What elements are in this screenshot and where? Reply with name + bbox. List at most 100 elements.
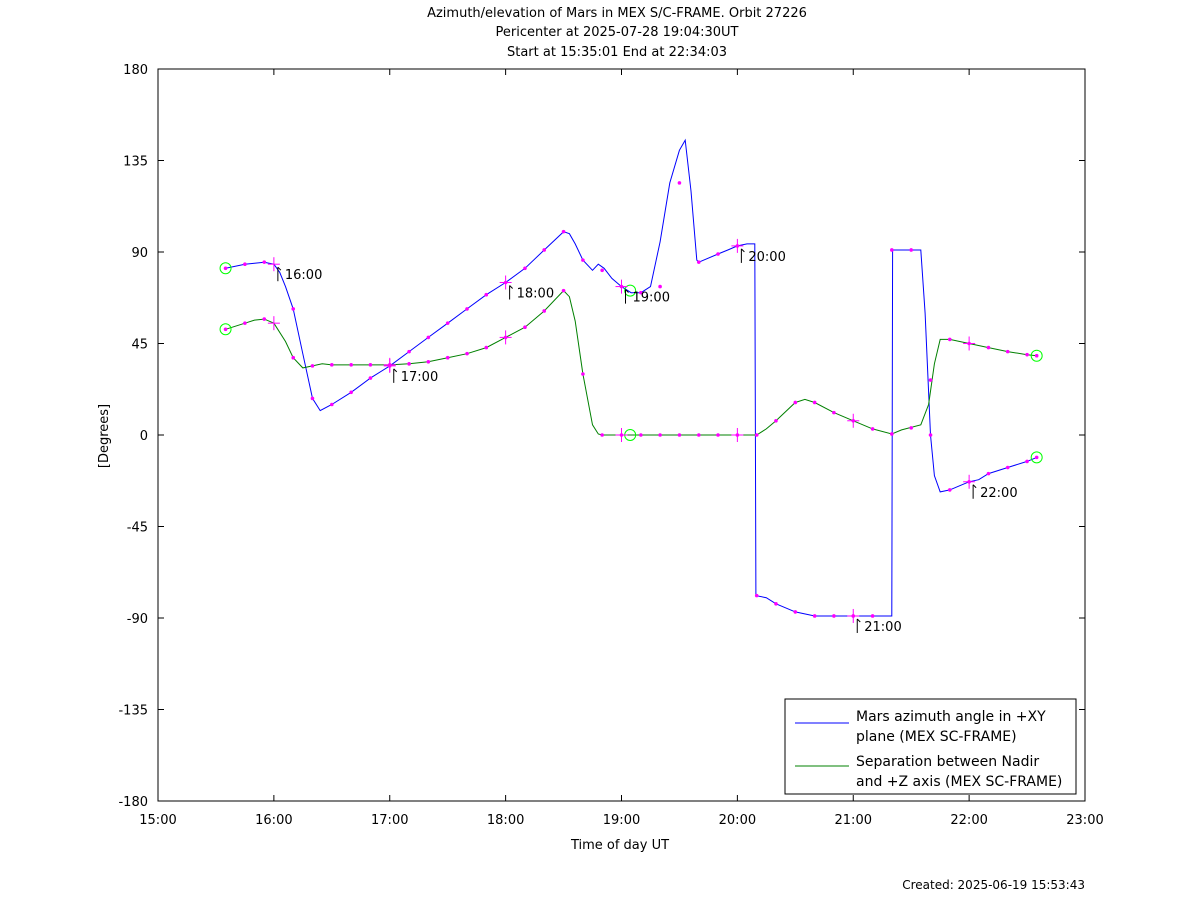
sample-dot [754,593,759,598]
start-end-circle-marker [624,284,637,297]
sample-dot [986,471,991,476]
sample-dot [677,433,682,437]
hour-label-pointer-tip [972,484,977,489]
hour-label-pointer-tip [625,289,629,293]
title-line-3: Start at 15:35:01 End at 22:34:03 [507,45,727,60]
y-tick-label: -45 [127,521,148,536]
sample-dot [600,268,604,273]
hour-label: 20:00 [748,250,785,265]
sample-dot [870,427,875,431]
sample-dot [1034,353,1039,358]
sample-dot [1025,459,1029,464]
sample-dot [812,614,817,618]
hour-label: 16:00 [285,268,322,283]
hour-label: 17:00 [401,370,438,385]
sample-dot [658,433,662,437]
sample-dot [465,307,469,311]
sample-dot [677,181,682,185]
sample-dot [330,402,334,407]
series-lines [225,138,1037,617]
x-tick-label: 22:00 [950,813,987,828]
x-axis-label: Time of day UT [570,838,669,853]
sample-dot [832,410,836,415]
sample-dot [426,360,431,364]
y-tick-label: -180 [118,795,148,810]
series-line-0 [225,138,1037,617]
hour-label-pointer-tip [509,285,513,289]
sample-dot [639,433,643,437]
sample-dot [368,376,373,380]
hour-label-pointer-tip [856,618,861,623]
y-tick-label: 90 [131,246,148,261]
sample-dot [870,614,875,618]
sample-dot [696,433,701,437]
sample-dot [909,426,913,430]
sample-dot [291,307,296,311]
sample-dot [262,317,267,321]
legend-label-separation-line-1: Separation between Nadir [856,754,1039,770]
sample-dot [986,345,991,350]
sample-dot [1025,352,1029,357]
sample-dot [716,433,720,437]
sample-dot [445,355,450,360]
legend-label-separation-line-2: and +Z axis (MEX SC-FRAME) [856,774,1062,790]
y-tick-label: 135 [123,155,148,170]
sample-dot [426,335,431,340]
hour-label-pointer-tip [277,266,282,271]
sample-dot [445,321,450,325]
sample-dot [1034,455,1039,460]
sample-dot [349,390,353,395]
sample-dot [890,432,894,436]
y-tick-label: 0 [140,429,148,444]
sample-dot [262,260,267,264]
start-end-circle-marker [219,262,232,275]
sample-dot [658,284,662,289]
sample-dot [928,433,933,437]
start-end-circle-marker [1030,451,1043,464]
y-axis-label: [Degrees] [97,404,112,468]
sample-dot [465,351,469,356]
sample-dot [368,363,373,367]
sample-dot [909,248,913,252]
sample-dot [793,610,798,614]
x-tick-label: 15:00 [139,813,176,828]
sample-dot [774,418,778,423]
sample-dot [484,292,489,297]
sample-dot [330,363,334,367]
sample-dot [484,345,489,350]
x-tick-label: 17:00 [371,813,408,828]
sample-dot [243,321,247,325]
sample-dot [542,309,547,313]
sample-dot [581,372,585,376]
axes: 15:00 16:00 17:00 18:00 19:00 20:00 21:00 22:00… [118,63,1103,828]
sample-dot [1005,465,1010,470]
sample-dot [639,290,643,295]
y-tick-label: 45 [131,338,148,353]
sample-dot [928,378,933,382]
sample-dot [523,266,527,271]
sample-dot [223,327,228,332]
hour-label: 19:00 [633,291,670,306]
hour-label: 18:00 [517,287,554,302]
legend-label-azimuth-line-2: plane (MEX SC-FRAME) [856,729,1017,745]
sample-dot [793,400,798,405]
sample-dot [542,248,547,252]
sample-dot [310,396,315,401]
y-tick-label: 180 [123,63,148,78]
sample-dot [223,266,228,271]
sample-dot [561,229,566,234]
sample-dot [716,252,720,256]
x-tick-label: 18:00 [487,813,524,828]
sample-dot [947,488,952,492]
legend-label-azimuth-line-1: Mars azimuth angle in +XY [856,709,1046,725]
x-tick-label: 19:00 [603,813,640,828]
sample-dot [774,601,778,606]
markers [219,181,1043,623]
x-tick-label: 20:00 [719,813,756,828]
sample-dot [291,355,296,360]
hour-label: 21:00 [864,620,901,635]
sample-dot [1005,349,1010,354]
sample-dot [561,288,566,293]
hour-label-pointer-tip [393,368,398,373]
